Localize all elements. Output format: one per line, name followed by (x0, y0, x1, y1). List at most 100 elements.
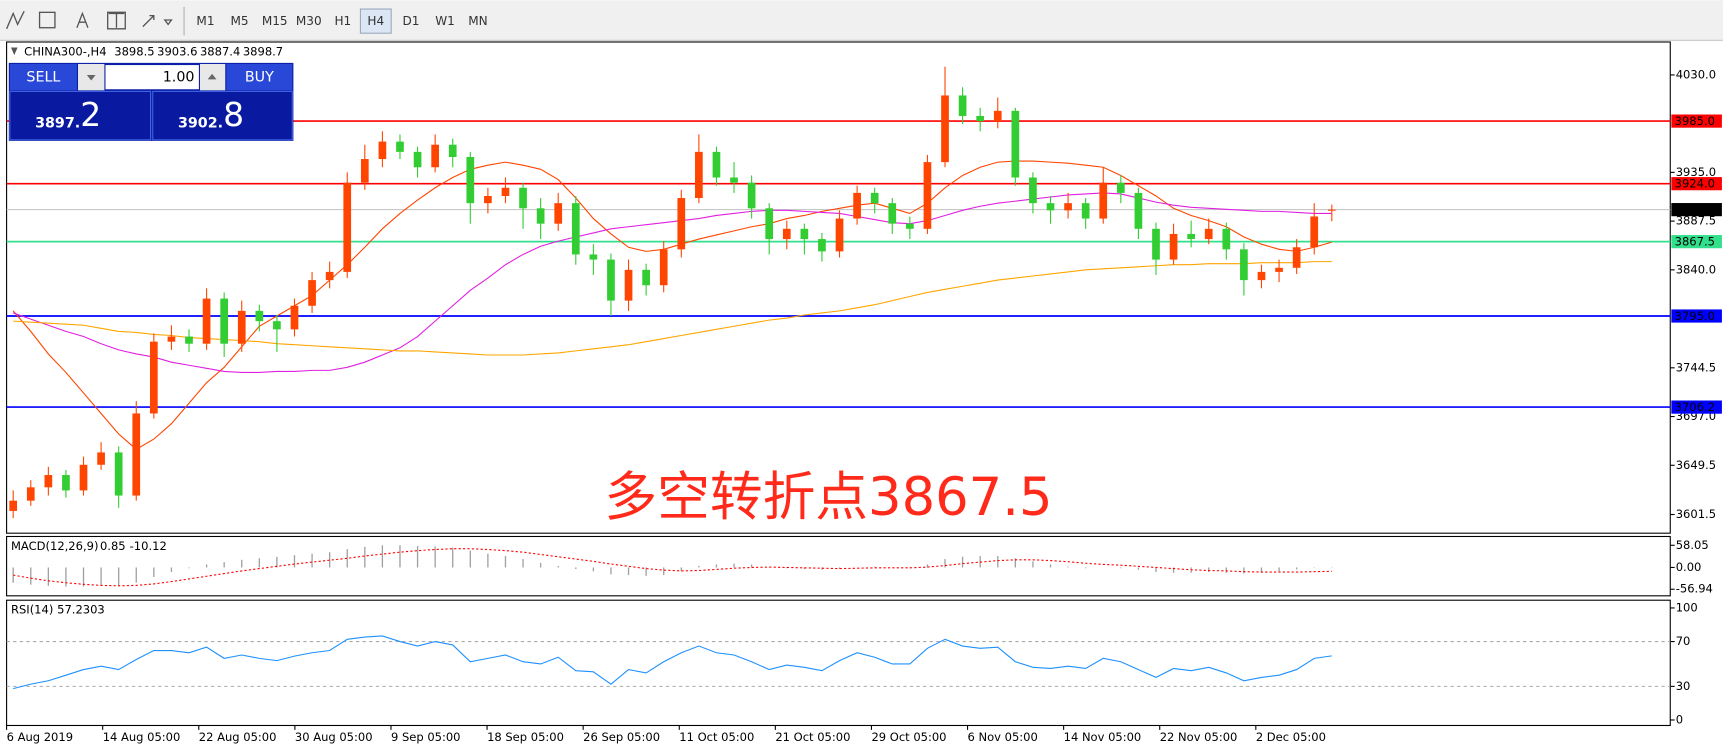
candle-body (1257, 271, 1266, 281)
y-tick-label: 4030.0 (1676, 67, 1716, 81)
toolbar (0, 0, 1723, 41)
candle-body (519, 187, 527, 209)
y-tick-label: 3601.5 (1676, 507, 1716, 521)
candle-body (1310, 216, 1319, 248)
lot-down-arrow (86, 74, 96, 81)
candle-body (1152, 228, 1160, 260)
x-tick-label: 11 Oct 05:00 (679, 730, 754, 744)
macd-title: MACD(12,26,9) (11, 539, 98, 553)
candle-body (782, 228, 791, 240)
timeframe-button[interactable]: M30 (296, 14, 322, 28)
candle-body (1204, 228, 1213, 240)
y-tick-label: 3935.0 (1676, 165, 1716, 179)
sell-price-box[interactable] (9, 90, 152, 141)
symbol-icon (10, 47, 18, 56)
level-label-bg (1671, 114, 1722, 128)
timeframe-button[interactable]: MN (468, 14, 487, 28)
candle-body (554, 203, 563, 224)
candle-body (571, 203, 580, 255)
chart-tool-icon[interactable] (5, 10, 25, 30)
buy-price-main: 3902. (178, 115, 223, 131)
ohlc-low: 3887.4 (200, 44, 240, 58)
y-tick-label: 3887.5 (1676, 214, 1716, 228)
candle-body (1187, 233, 1196, 240)
candle-body (44, 475, 53, 488)
buy-button[interactable] (226, 63, 293, 91)
x-tick-label: 18 Sep 05:00 (487, 730, 564, 744)
candle-body (993, 110, 1002, 122)
buy-price-box[interactable] (152, 90, 293, 141)
y-tick-label: 0 (1676, 712, 1683, 726)
candle-body (9, 500, 18, 511)
rsi-line (13, 635, 1332, 690)
sell-button[interactable] (9, 63, 77, 91)
moving-average (12, 160, 1332, 451)
candle-body (132, 413, 141, 496)
candle-body (888, 203, 897, 224)
sell-price-main: 3897. (35, 115, 80, 131)
rsi-frame (6, 599, 1671, 727)
candle-body (695, 151, 703, 199)
candle-body (624, 269, 633, 301)
text-tool-icon[interactable] (76, 11, 89, 28)
candle-body (1275, 267, 1283, 272)
candle-body (589, 254, 598, 260)
level-label: 3867.5 (1675, 235, 1715, 249)
rsi-title: RSI(14) (11, 603, 53, 617)
sell-label: SELL (26, 70, 60, 86)
timeframe-button[interactable]: M15 (262, 14, 288, 28)
timeframe-active (359, 8, 392, 34)
candle-body (906, 223, 914, 229)
lot-field[interactable] (105, 65, 199, 90)
y-tick-label: 3840.0 (1676, 262, 1716, 276)
candle-body (1222, 228, 1231, 250)
candle-body (1292, 247, 1301, 268)
candle-body (1064, 203, 1072, 211)
x-tick-label: 6 Aug 2019 (7, 730, 73, 744)
candle-body (1169, 233, 1178, 260)
candle-body (677, 198, 686, 250)
candle-body (941, 95, 949, 163)
candle-body (114, 452, 123, 496)
candle-body (26, 487, 35, 501)
annotation: 多空转折点3867.5 (604, 467, 1052, 528)
candle-body (308, 280, 316, 306)
chart-layer: 4030.03935.03887.53840.03744.53697.03649… (6, 66, 1722, 744)
timeframe-button[interactable]: H1 (334, 14, 351, 28)
x-tick-label: 2 Dec 05:00 (1256, 730, 1326, 744)
x-tick-label: 29 Oct 05:00 (871, 730, 946, 744)
trade-panel: SELL 1.00 BUY 3897. 2 3902. 8 (8, 62, 294, 141)
moving-average (13, 261, 1332, 356)
macd-value: 0.85 (100, 539, 126, 553)
level-label-bg (1671, 235, 1722, 249)
timeframe-button[interactable]: H4 (367, 14, 384, 28)
candle-body (97, 452, 105, 465)
candle-body (659, 249, 668, 286)
candle-body (413, 151, 422, 168)
candle-body (1134, 192, 1143, 229)
level-label: 3795.0 (1675, 309, 1715, 323)
candle-body (642, 269, 650, 286)
timeframe-button[interactable]: D1 (402, 14, 419, 28)
lot-up-arrow (207, 73, 217, 80)
timeframe-bar: M1 M5 M15 M30 H1 H4 D1 W1 MN (196, 8, 488, 34)
candle-body (800, 228, 809, 240)
candle-body (923, 162, 932, 229)
candle-body (396, 141, 404, 152)
candle-body (484, 195, 492, 204)
candle-body (202, 298, 211, 344)
candle-body (325, 271, 334, 281)
timeframe-button[interactable]: M5 (230, 14, 248, 28)
timeframe-button[interactable]: M1 (196, 14, 214, 28)
fibo-tool-icon[interactable] (38, 11, 56, 29)
rsi-value: 57.2303 (57, 603, 105, 617)
current-price-bg (1671, 203, 1722, 217)
candle-body (1011, 110, 1020, 178)
level-label-bg (1671, 177, 1722, 191)
label-tool-icon[interactable] (107, 11, 126, 30)
arrow-tool-icon[interactable] (142, 14, 173, 28)
candle-body (712, 151, 721, 178)
ohlc-close: 3898.7 (243, 44, 283, 58)
timeframe-button[interactable]: W1 (435, 14, 455, 28)
candle-body (466, 156, 475, 204)
